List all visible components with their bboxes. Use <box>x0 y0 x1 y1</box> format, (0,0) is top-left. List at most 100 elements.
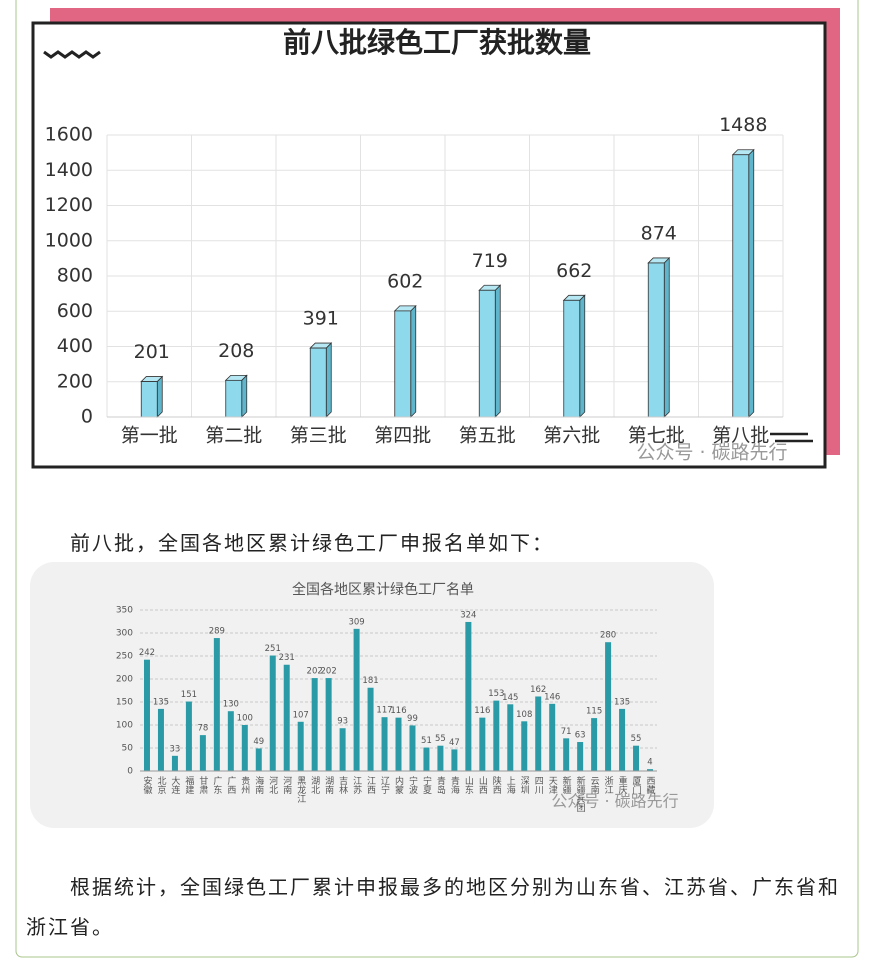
value-label: 208 <box>218 340 254 362</box>
value-label: 51 <box>421 736 432 746</box>
value-label: 202 <box>321 667 337 677</box>
y-tick-label: 1600 <box>45 124 93 146</box>
y-tick-label: 1200 <box>45 194 93 216</box>
bar <box>394 310 412 418</box>
value-label: 47 <box>449 738 460 748</box>
value-label: 55 <box>435 734 446 744</box>
value-label: 602 <box>387 270 423 292</box>
x-tick-label: 宁夏 <box>421 775 432 794</box>
value-label: 201 <box>134 341 170 363</box>
x-tick-label: 河南 <box>281 775 292 794</box>
bar <box>140 381 158 418</box>
bar-side <box>579 294 586 418</box>
paragraph: 前八批，全国各地区累计绿色工厂申报名单如下： <box>70 531 554 555</box>
y-tick-label: 600 <box>57 300 93 322</box>
x-tick-label: 福建 <box>183 775 194 795</box>
value-label: 202 <box>307 667 323 677</box>
value-label: 49 <box>253 737 264 747</box>
watermark: 公众号 · 碳路先行 <box>551 792 678 811</box>
value-label: 289 <box>209 627 225 637</box>
value-label: 55 <box>631 734 642 744</box>
value-label: 324 <box>460 610 476 620</box>
x-tick-label: 第六批 <box>543 425 600 447</box>
x-tick-label: 安徽 <box>141 775 152 795</box>
x-tick-label: 第四批 <box>374 425 431 447</box>
bar-side <box>410 304 417 418</box>
bar <box>647 769 654 771</box>
x-tick-label: 新疆 <box>561 775 572 795</box>
bar <box>549 703 556 771</box>
bar <box>591 718 598 771</box>
value-label: 242 <box>139 648 155 658</box>
bar <box>577 742 584 771</box>
bar-side <box>494 284 501 418</box>
value-label: 116 <box>390 706 406 716</box>
bar-side <box>325 342 332 418</box>
y-tick-label: 250 <box>116 652 133 662</box>
y-tick-label: 0 <box>81 406 93 428</box>
bar-side <box>156 375 163 418</box>
x-tick-label: 贵州 <box>239 775 250 794</box>
x-tick-label: 江西 <box>365 776 376 795</box>
x-tick-label: 黑龙江 <box>295 776 306 804</box>
y-tick-label: 0 <box>127 767 133 777</box>
y-tick-label: 350 <box>116 606 133 616</box>
x-tick-label: 广西 <box>225 775 236 795</box>
bar <box>423 747 430 771</box>
x-tick-label: 宁波 <box>407 775 418 795</box>
value-label: 309 <box>348 617 364 627</box>
bar <box>563 299 581 418</box>
bar <box>157 708 164 771</box>
bar <box>605 642 612 771</box>
bar <box>647 262 665 418</box>
x-tick-label: 第三批 <box>290 425 347 447</box>
x-tick-label: 青海 <box>449 775 460 795</box>
x-tick-label: 第二批 <box>205 425 262 447</box>
bar-side <box>663 256 670 418</box>
value-label: 1488 <box>719 114 767 136</box>
bar <box>479 717 486 771</box>
value-label: 874 <box>641 222 677 244</box>
x-tick-label: 吉林 <box>337 776 348 795</box>
bar <box>437 745 444 771</box>
value-label: 251 <box>265 644 281 654</box>
bar <box>478 289 496 418</box>
x-tick-label: 海南 <box>253 775 264 794</box>
y-tick-label: 200 <box>116 675 133 685</box>
value-label: 4 <box>647 758 652 768</box>
deco-lines <box>770 432 813 443</box>
x-tick-label: 上海 <box>505 776 516 795</box>
bar <box>227 711 234 771</box>
value-label: 116 <box>474 706 490 716</box>
x-tick-label: 湖南 <box>323 776 334 794</box>
x-tick-label: 四川 <box>533 776 544 794</box>
chart-frame <box>31 21 827 469</box>
y-tick-label: 150 <box>116 698 133 708</box>
value-label: 100 <box>237 714 253 724</box>
bar <box>283 664 290 771</box>
bar <box>451 749 458 771</box>
bar <box>563 738 570 771</box>
watermark: 公众号 · 碳路先行 <box>636 442 787 464</box>
x-tick-label: 甘肃 <box>197 775 208 795</box>
x-tick-label: 西藏 <box>645 776 656 795</box>
x-tick-label: 青岛 <box>435 775 446 795</box>
value-label: 391 <box>303 308 339 330</box>
value-label: 719 <box>472 250 508 272</box>
value-label: 117 <box>376 706 392 716</box>
value-label: 93 <box>337 717 348 727</box>
value-label: 99 <box>407 714 418 724</box>
value-label: 115 <box>586 707 602 717</box>
card-border <box>15 0 859 958</box>
bar <box>199 735 206 771</box>
x-tick-label: 北京 <box>155 776 166 795</box>
x-tick-label: 陕西 <box>491 775 502 795</box>
x-tick-label: 内蒙 <box>393 775 404 794</box>
x-tick-label: 云南 <box>589 776 600 794</box>
x-tick-label: 第八批 <box>712 425 769 447</box>
bar <box>213 638 220 771</box>
x-tick-label: 第一批 <box>121 425 178 447</box>
value-label: 662 <box>556 260 592 282</box>
x-tick-label: 重庆 <box>617 775 628 795</box>
bar <box>465 621 472 771</box>
